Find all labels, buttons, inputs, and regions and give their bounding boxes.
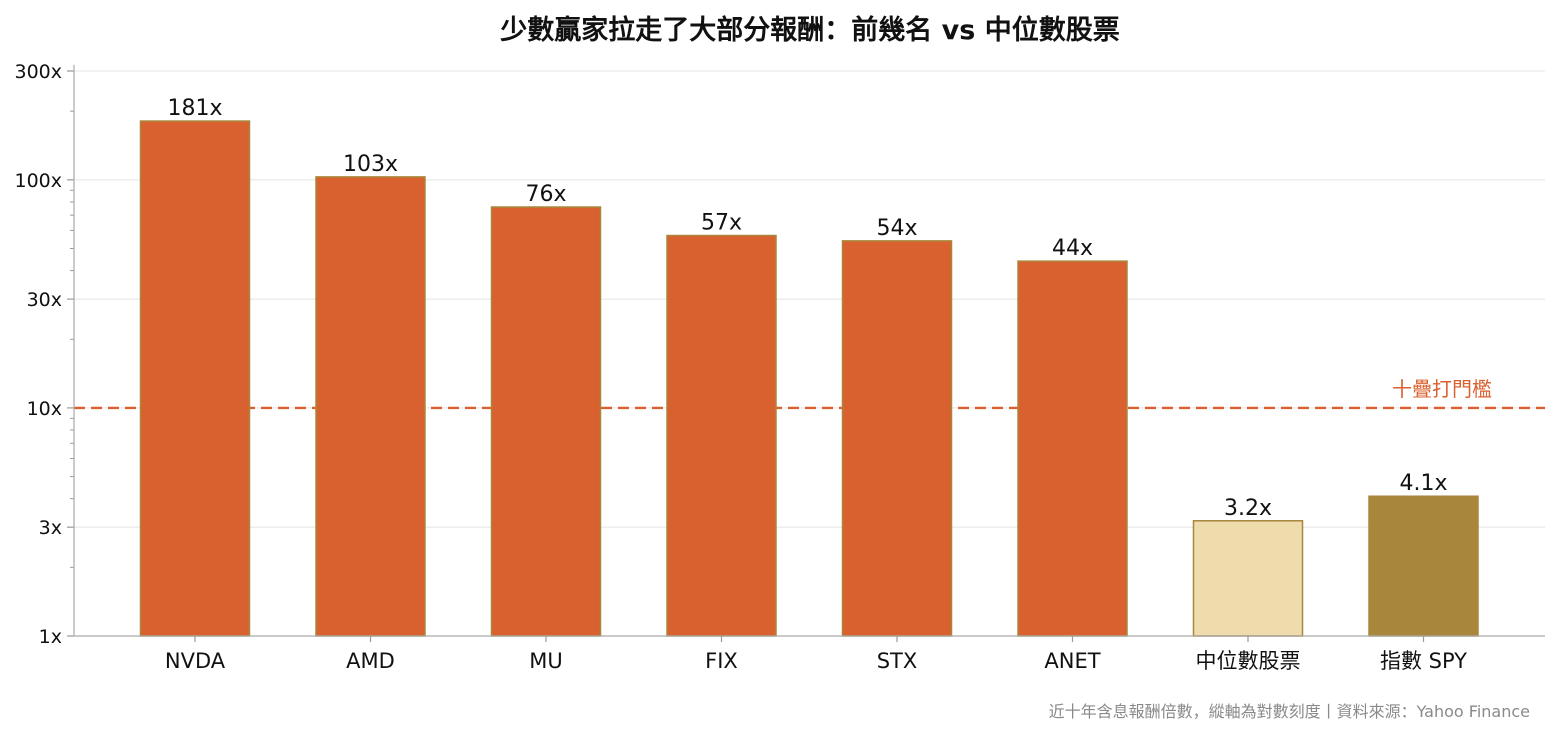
x-tick-label: AMD xyxy=(346,649,395,673)
bar xyxy=(1368,495,1479,637)
x-tick-label: 指數 SPY xyxy=(1380,649,1467,673)
y-tick-label: 100x xyxy=(14,170,62,192)
grid-lines xyxy=(74,70,1545,528)
data-label: 76x xyxy=(525,182,566,207)
bar xyxy=(1192,520,1304,637)
y-tick-label: 10x xyxy=(27,398,62,420)
bar xyxy=(139,120,251,637)
x-tick-label: 中位數股票 xyxy=(1196,649,1301,673)
threshold-group: 十疊打門檻 xyxy=(74,377,1545,410)
data-label: 44x xyxy=(1052,236,1093,261)
data-label: 103x xyxy=(343,152,398,177)
bars xyxy=(139,120,1479,637)
bar xyxy=(490,206,602,637)
data-label: 181x xyxy=(167,96,222,121)
x-tick-label: FIX xyxy=(705,649,738,673)
x-tick-label: MU xyxy=(529,649,563,673)
footnote: 近十年含息報酬倍數，縱軸為對數刻度丨資料來源：Yahoo Finance xyxy=(1049,702,1530,721)
chart-title: 少數贏家拉走了大部分報酬：前幾名 vs 中位數股票 xyxy=(500,14,1119,46)
bar xyxy=(666,234,777,637)
threshold-label: 十疊打門檻 xyxy=(1392,377,1492,401)
data-label: 4.1x xyxy=(1399,471,1447,496)
bar xyxy=(1017,260,1128,637)
x-tick-label: NVDA xyxy=(165,649,226,673)
data-label: 57x xyxy=(701,211,742,236)
bar xyxy=(841,240,953,637)
y-tick-label: 300x xyxy=(14,61,62,83)
labels: 1x 3x 10x 30x 100x 300x 181x NVDA 103x AMD 76x MU 57… xyxy=(14,61,1467,673)
x-tick-label: ANET xyxy=(1044,649,1100,673)
y-tick-label: 3x xyxy=(39,517,62,539)
data-label: 3.2x xyxy=(1224,496,1272,521)
y-tick-label: 30x xyxy=(27,289,62,311)
x-tick-label: STX xyxy=(877,649,918,673)
y-tick-label: 1x xyxy=(39,626,62,648)
bar xyxy=(315,176,426,637)
axes xyxy=(67,65,1545,642)
data-label: 54x xyxy=(876,216,917,241)
